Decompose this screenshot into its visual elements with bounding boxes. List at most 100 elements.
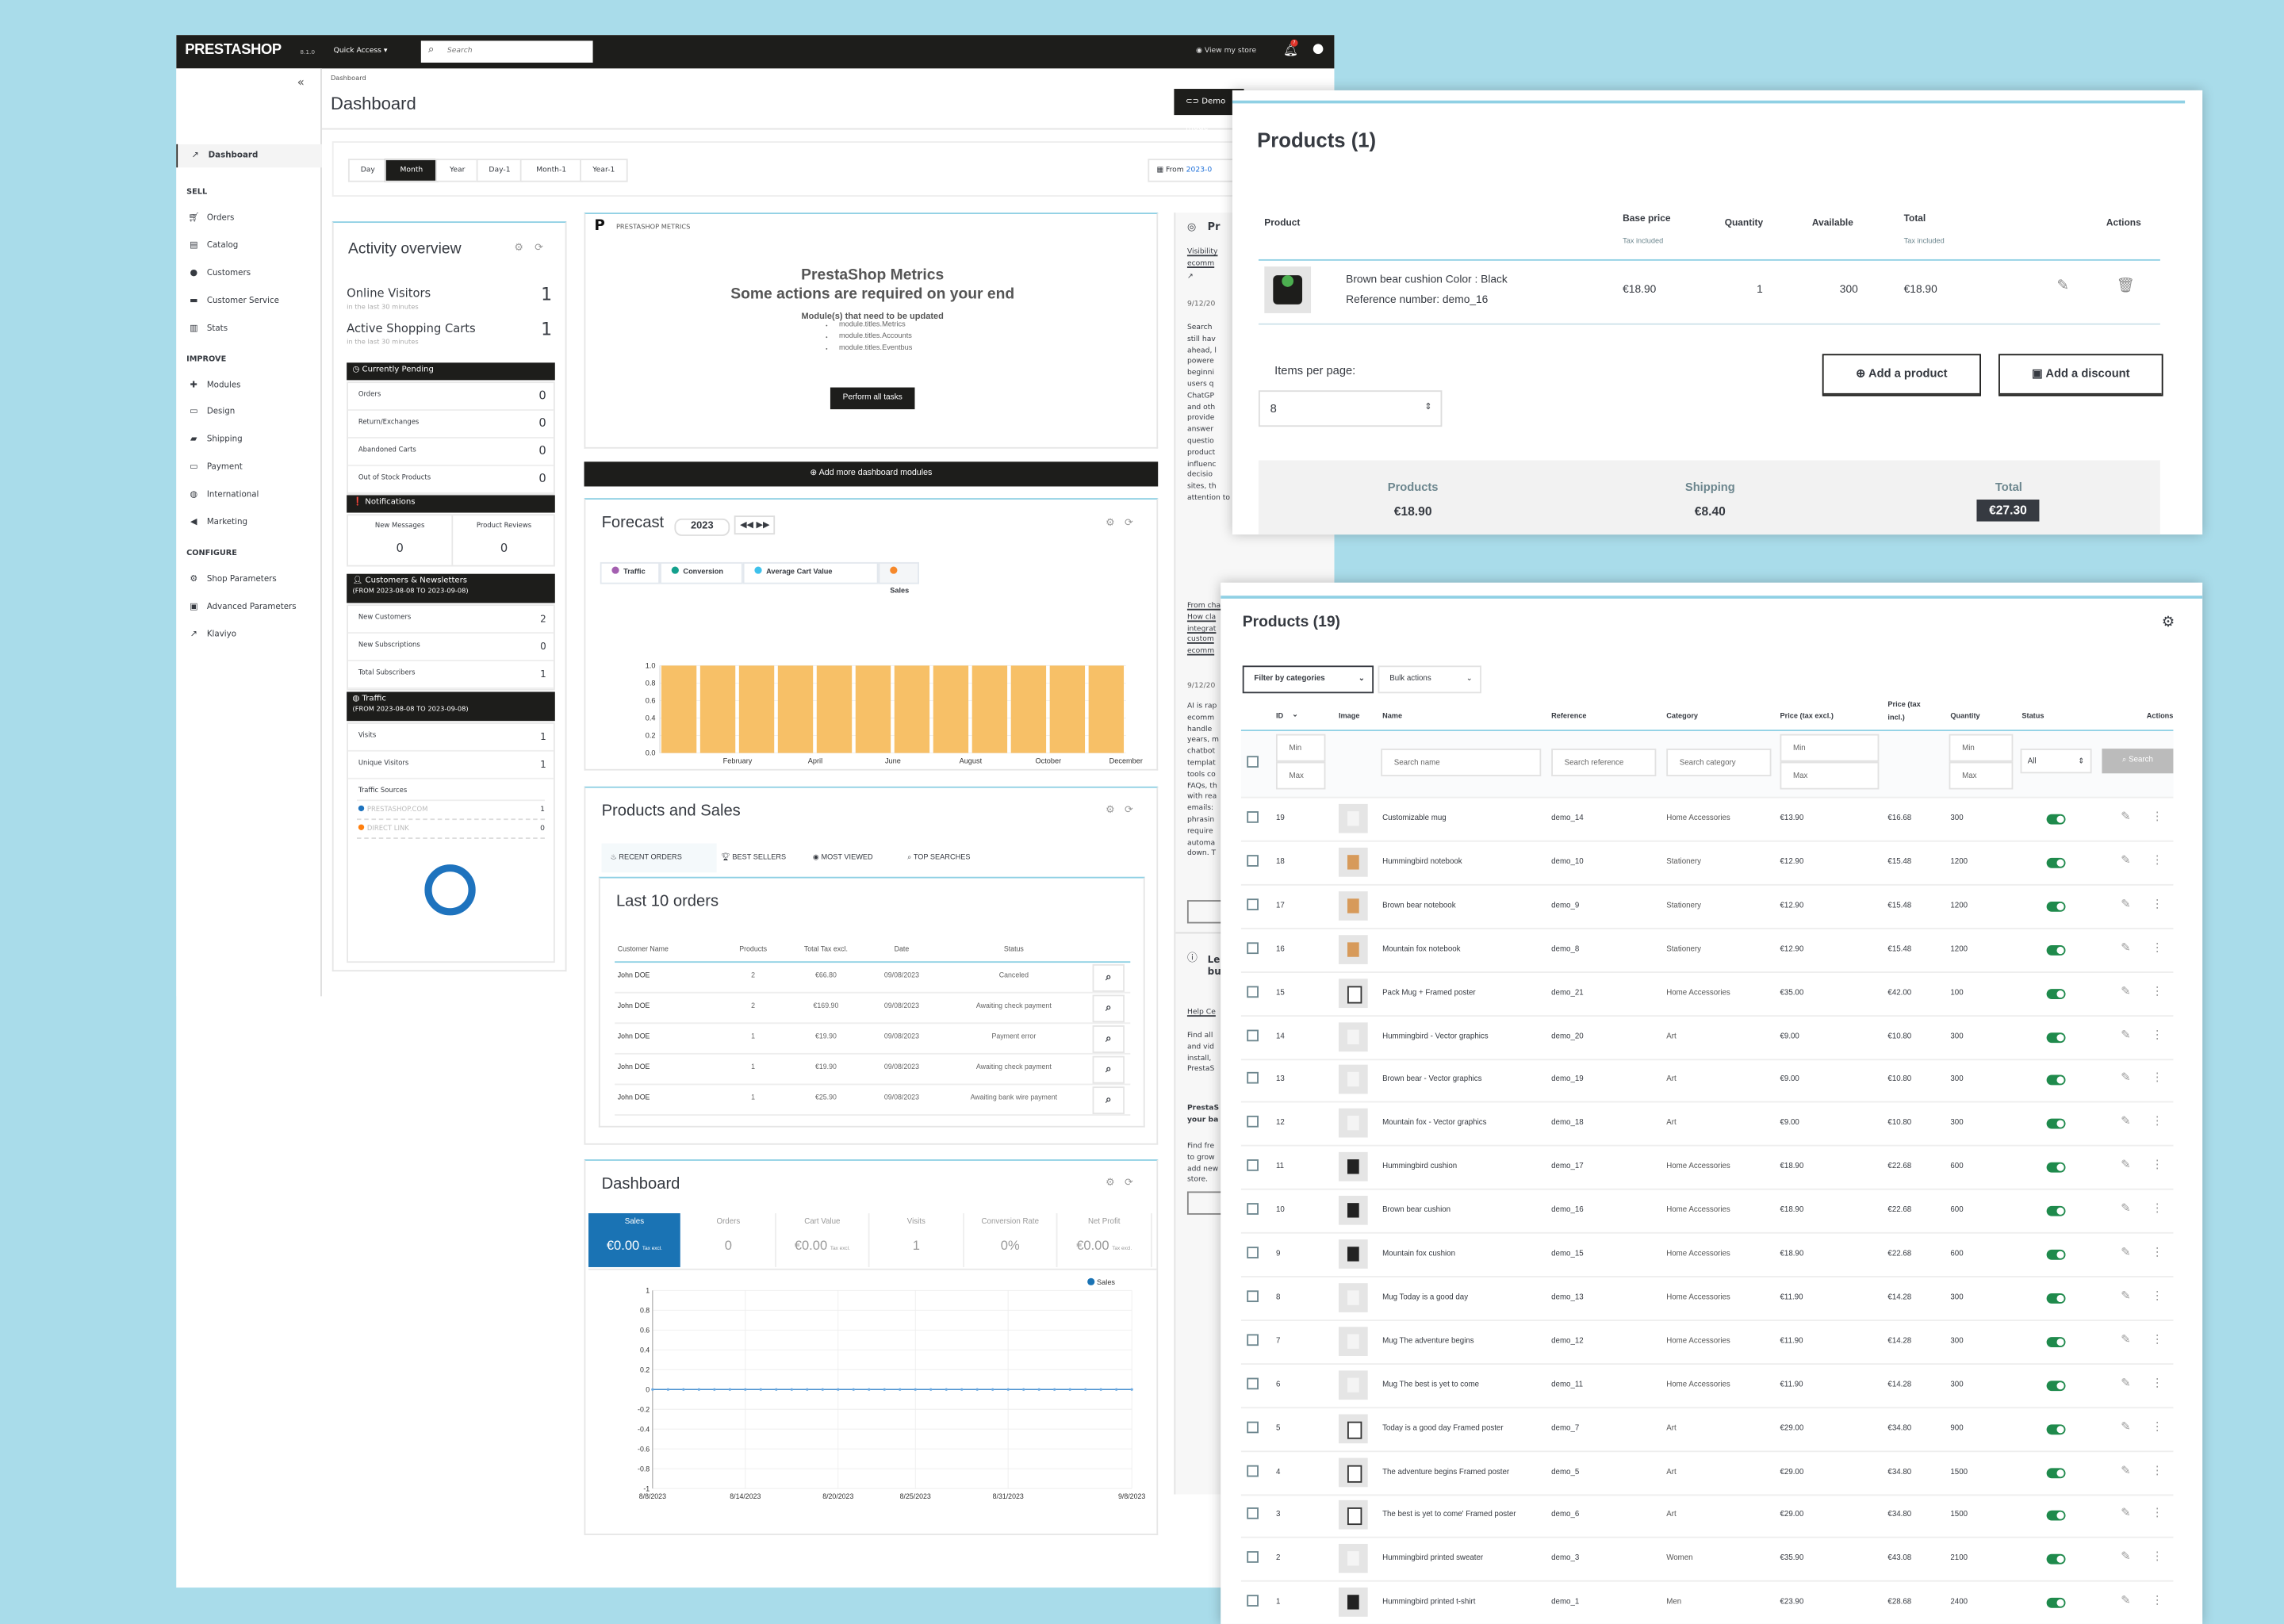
row-checkbox[interactable] [1247,1334,1259,1346]
product-row[interactable]: 11 Hummingbird cushion demo_17 Home Accesso… [1240,1147,2174,1190]
sales-point[interactable] [960,1388,964,1391]
product-name[interactable]: Hummingbird printed t-shirt [1382,1598,1476,1607]
quick-access-menu[interactable]: Quick Access ▾ [333,46,388,56]
select-all-checkbox[interactable] [1247,756,1259,768]
column-header-category[interactable]: Category [1666,712,1699,722]
status-toggle[interactable] [2046,857,2066,868]
gear-icon[interactable]: ⚙ [514,241,523,254]
sales-point[interactable] [883,1388,886,1391]
product-row[interactable]: 10 Brown bear cushion demo_16 Home Accessor… [1240,1190,2174,1234]
edit-icon[interactable]: ✎ [2121,853,2131,867]
sales-point[interactable] [806,1388,809,1391]
bulk-actions-dropdown[interactable]: Bulk actions ⌄ [1378,665,1481,694]
legend-toggle-traffic[interactable]: Traffic [600,561,661,584]
edit-icon[interactable]: ✎ [2121,1071,2131,1085]
sales-point[interactable] [744,1388,747,1391]
sidebar-item-catalog[interactable]: ▤ Catalog [176,235,320,258]
status-toggle[interactable] [2046,1380,2066,1391]
sidebar-item-dashboard[interactable]: ↗ Dashboard [176,144,322,168]
news-item-1-link[interactable]: Visibility ecomm [1187,247,1333,270]
more-actions-icon[interactable]: ⋮ [2151,1332,2163,1346]
forecast-bar-december[interactable] [1088,665,1125,753]
sales-point[interactable] [945,1388,948,1391]
kpi-orders[interactable]: Orders 0 [683,1213,776,1267]
row-checkbox[interactable] [1247,1507,1259,1520]
forecast-bar-july[interactable] [894,665,930,753]
more-actions-icon[interactable]: ⋮ [2151,810,2163,823]
id-max-input[interactable]: Max [1275,761,1326,790]
edit-icon[interactable]: ✎ [2121,1463,2131,1477]
refresh-icon[interactable]: ⟳ [535,241,543,254]
legend-toggle-average-cart-value[interactable]: Average Cart Value [742,561,879,584]
view-my-store-link[interactable]: ◉ View my store [1196,47,1256,56]
date-button-year[interactable]: Year [435,159,480,182]
view-order-search-icon[interactable]: ⌕ [1092,994,1125,1023]
status-toggle[interactable] [2046,1075,2066,1086]
edit-icon[interactable]: ✎ [2121,897,2131,910]
row-checkbox[interactable] [1247,1464,1259,1477]
refresh-icon[interactable]: ⟳ [1124,517,1133,529]
date-button-day[interactable]: Day [347,159,388,182]
row-checkbox[interactable] [1247,1203,1259,1216]
order-row[interactable]: John DOE 2 €66.80 09/08/2023 Canceled ⌕ [615,963,1131,994]
sales-point[interactable] [1053,1388,1056,1391]
sidebar-item-customers[interactable]: ● Customers [176,262,320,285]
more-actions-icon[interactable]: ⋮ [2151,1549,2163,1564]
sales-point[interactable] [914,1388,917,1391]
order-row[interactable]: John DOE 1 €25.90 09/08/2023 Awaiting bank w… [615,1085,1131,1116]
stat-row[interactable]: Abandoned Carts 0 [347,439,554,466]
status-toggle[interactable] [2046,1249,2066,1260]
forecast-bar-march[interactable] [738,665,775,753]
previous-year-icon[interactable]: ◀◀ [740,519,754,530]
sidebar-item-shipping[interactable]: ▰ Shipping [176,429,320,452]
sidebar-item-advanced-parameters[interactable]: ▣ Advanced Parameters [176,596,320,619]
row-checkbox[interactable] [1247,985,1259,998]
row-checkbox[interactable] [1247,1116,1259,1128]
product-name[interactable]: Hummingbird notebook [1382,857,1462,867]
more-actions-icon[interactable]: ⋮ [2151,940,2163,954]
gear-icon[interactable]: ⚙ [1106,1177,1115,1189]
date-button-month-1[interactable]: Month-1 [519,159,583,182]
product-row[interactable]: 5 Today is a good day Framed poster demo_7… [1240,1408,2174,1452]
product-row[interactable]: 13 Brown bear - Vector graphics demo_19 Art… [1240,1059,2174,1104]
price-max-input[interactable]: Max [1780,761,1880,790]
edit-icon[interactable]: ✎ [2121,1289,2131,1302]
sales-point[interactable] [713,1388,716,1391]
product-name[interactable]: Mug The adventure begins [1382,1336,1474,1346]
status-toggle[interactable] [2046,988,2066,999]
sales-point[interactable] [868,1388,871,1391]
date-button-year-1[interactable]: Year-1 [580,159,628,182]
product-row[interactable]: 7 Mug The adventure begins demo_12 Home Acc… [1240,1321,2174,1365]
add-discount-button[interactable]: ▣ Add a discount [1998,354,2163,396]
forecast-bar-may[interactable] [816,665,853,753]
status-toggle[interactable] [2046,901,2066,912]
product-row[interactable]: 12 Mountain fox - Vector graphics demo_18 A… [1240,1103,2174,1147]
sales-point[interactable] [682,1388,685,1391]
sidebar-item-stats[interactable]: ▥ Stats [176,317,320,340]
sales-point[interactable] [1022,1388,1025,1391]
breadcrumb[interactable]: Dashboard [330,75,366,83]
items-per-page-select[interactable]: 8 ⇕ [1258,390,1443,427]
collapse-sidebar-icon[interactable]: « [297,75,305,90]
product-name[interactable]: Hummingbird printed sweater [1382,1554,1484,1564]
kpi-conversion-rate[interactable]: Conversion Rate 0% [964,1213,1058,1267]
edit-icon[interactable]: ✎ [2121,940,2131,954]
product-name[interactable]: Mountain fox - Vector graphics [1382,1119,1487,1128]
refresh-icon[interactable]: ⟳ [1124,803,1133,816]
tab-recent-orders[interactable]: ♨ RECENT ORDERS [601,843,717,873]
external-link-icon[interactable]: ↗ [1186,272,1194,282]
product-name[interactable]: Mug The best is yet to come [1382,1380,1480,1389]
more-actions-icon[interactable]: ⋮ [2151,1114,2163,1128]
product-row[interactable]: 4 The adventure begins Framed poster demo_… [1240,1451,2174,1496]
edit-icon[interactable]: ✎ [2121,1549,2131,1564]
status-toggle[interactable] [2046,1205,2066,1216]
product-row[interactable]: 17 Brown bear notebook demo_9 Stationery €12… [1240,885,2174,929]
edit-icon[interactable]: ✎ [2056,278,2069,295]
sales-point[interactable] [852,1388,855,1391]
sales-point[interactable] [1084,1388,1087,1391]
forecast-bar-april[interactable] [777,665,814,753]
column-header-price-tax-incl-[interactable]: Price (tax incl.) [1887,700,1921,723]
product-name[interactable]: Hummingbird cushion [1382,1162,1458,1172]
stat-row[interactable]: Return/Exchanges 0 [347,411,554,439]
id-min-input[interactable]: Min [1275,733,1326,762]
